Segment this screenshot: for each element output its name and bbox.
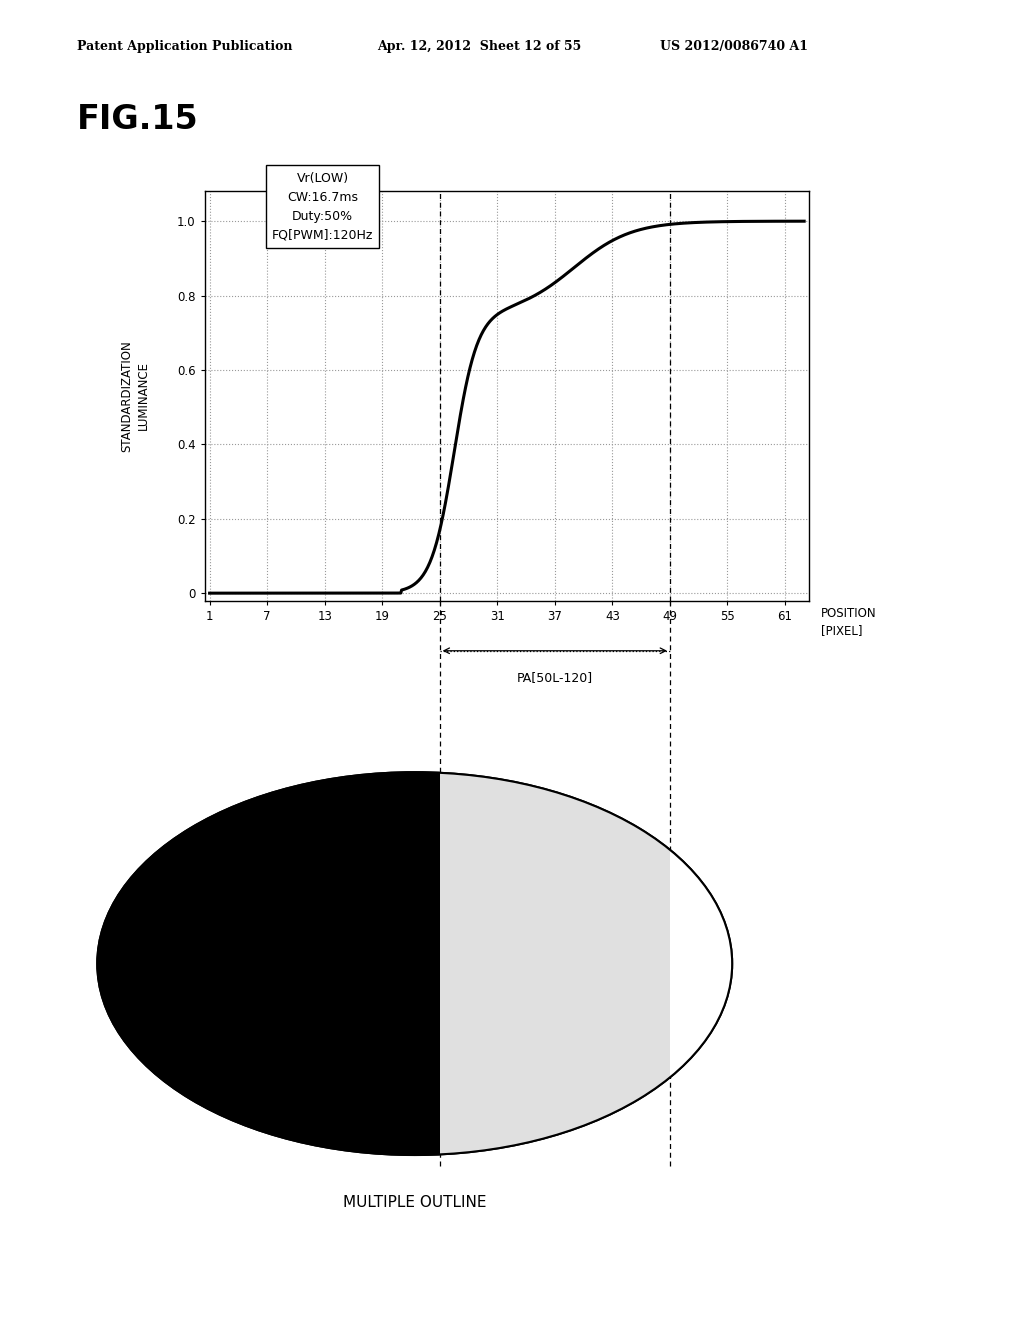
Text: STANDARDIZATION
LUMINANCE: STANDARDIZATION LUMINANCE <box>121 341 151 451</box>
Ellipse shape <box>97 772 732 1155</box>
Text: MULTIPLE OUTLINE: MULTIPLE OUTLINE <box>343 1195 486 1209</box>
Text: POSITION
[PIXEL]: POSITION [PIXEL] <box>821 607 877 638</box>
Text: Patent Application Publication: Patent Application Publication <box>77 40 292 53</box>
Text: Vr(LOW)
CW:16.7ms
Duty:50%
FQ[PWM]:120Hz: Vr(LOW) CW:16.7ms Duty:50% FQ[PWM]:120Hz <box>272 172 373 242</box>
Bar <box>670 746 783 1181</box>
Text: Apr. 12, 2012  Sheet 12 of 55: Apr. 12, 2012 Sheet 12 of 55 <box>377 40 581 53</box>
Text: PA[50L-120]: PA[50L-120] <box>517 671 593 684</box>
Bar <box>439 746 670 1181</box>
Text: US 2012/0086740 A1: US 2012/0086740 A1 <box>660 40 809 53</box>
Text: FIG.15: FIG.15 <box>77 103 199 136</box>
